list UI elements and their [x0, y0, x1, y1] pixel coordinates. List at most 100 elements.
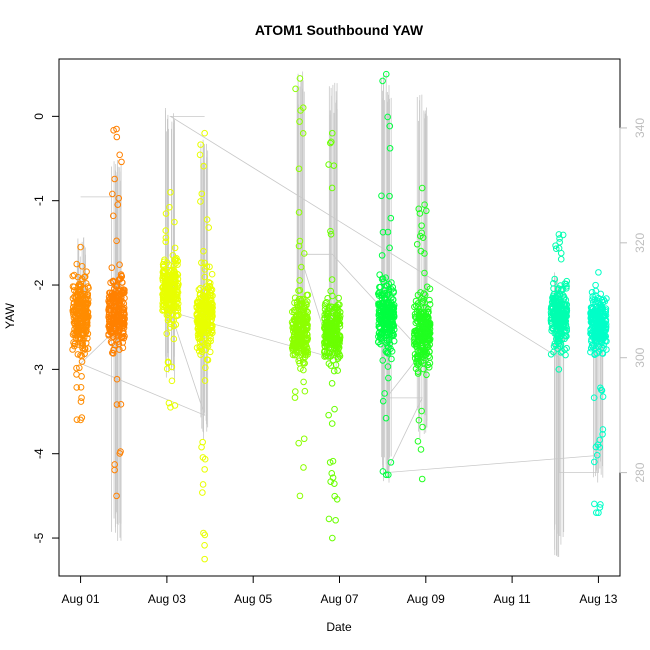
yaw-point	[426, 341, 434, 348]
yaw-outlier-point	[379, 77, 386, 85]
yaw-point	[390, 331, 397, 339]
yaw-point	[208, 326, 216, 334]
yaw-point	[204, 293, 212, 301]
yaw-outlier-point	[387, 459, 395, 466]
yaw-point	[120, 304, 128, 312]
yaw-extreme-point	[418, 475, 426, 483]
yaw-outlier-point	[384, 363, 392, 370]
yaw-point	[118, 289, 125, 297]
yaw-outlier-point	[116, 151, 123, 159]
yaw-outlier-point	[113, 133, 121, 141]
yaw-point	[291, 294, 299, 302]
yaw-outlier-point	[386, 192, 393, 200]
yaw-point	[69, 283, 77, 290]
yaw-point	[204, 326, 211, 334]
yaw-point	[121, 294, 128, 302]
yaw-outlier-point	[295, 357, 302, 365]
yaw-outlier-point	[296, 286, 304, 294]
x-tick-label: Aug 11	[494, 592, 531, 606]
yaw-outlier-point	[203, 216, 211, 223]
yaw-outlier-point	[423, 207, 430, 215]
yaw-point	[300, 378, 307, 386]
yaw-outlier-point	[386, 322, 393, 330]
yaw-outlier-point	[328, 470, 336, 477]
yaw-point	[70, 287, 78, 294]
yaw-outlier-point	[294, 320, 302, 328]
yaw-outlier-point	[556, 296, 563, 304]
yaw-outlier-point	[296, 237, 304, 245]
yaw-outlier-point	[558, 311, 565, 319]
yaw-point	[113, 281, 120, 289]
yaw-point	[206, 310, 214, 317]
yaw-point	[70, 299, 78, 306]
yaw-outlier-point	[300, 435, 308, 443]
yaw-point	[588, 288, 596, 296]
yaw-point	[559, 321, 567, 328]
yaw-point	[195, 347, 203, 355]
yaw-outlier-point	[590, 458, 598, 466]
yaw-outlier-point	[560, 292, 567, 299]
yaw-outlier-point	[385, 374, 392, 382]
yaw-outlier-point	[420, 365, 427, 373]
yaw-outlier-point	[292, 85, 299, 93]
yaw-point	[290, 331, 298, 338]
yaw-point	[201, 273, 209, 281]
yaw-point	[115, 338, 122, 345]
yaw-point	[602, 324, 609, 332]
yaw-point	[589, 296, 596, 303]
yaw-outlier-point	[416, 210, 424, 217]
yaw-outlier-point	[596, 436, 604, 444]
yaw-point	[163, 311, 171, 319]
yaw-outlier-point	[382, 414, 390, 422]
yaw-outlier-point	[109, 190, 116, 198]
yaw-outlier-point	[170, 335, 178, 343]
yaw-point	[595, 343, 602, 351]
yaw-outlier-point	[384, 342, 391, 350]
yaw-outlier-point	[332, 516, 339, 524]
yaw-outlier-point	[385, 471, 392, 479]
yaw-outlier-point	[414, 368, 422, 375]
yaw-point	[389, 283, 397, 291]
yaw-extreme-point	[382, 471, 390, 479]
yaw-point	[411, 303, 418, 311]
yaw-point	[84, 292, 91, 299]
yaw-point	[375, 301, 383, 308]
yaw-outlier-point	[598, 387, 606, 394]
yaw-point	[206, 279, 214, 287]
yaw-outlier-point	[199, 481, 207, 488]
yaw-point	[291, 299, 298, 307]
yaw-point	[423, 349, 431, 357]
yaw-outlier-point	[200, 162, 207, 170]
yaw-outlier-point	[172, 271, 179, 279]
y2-tick-label: 320	[633, 232, 647, 252]
yaw-outlier-point	[414, 357, 422, 365]
yaw-outlier-point	[110, 333, 117, 341]
yaw-outlier-point	[299, 130, 307, 137]
yaw-outlier-point	[593, 451, 601, 459]
yaw-outlier-point	[73, 384, 81, 391]
yaw-point	[413, 340, 421, 348]
yaw-outlier-point	[300, 250, 308, 257]
yaw-point	[175, 311, 182, 319]
yaw-point	[390, 337, 398, 345]
yaw-outlier-point	[164, 358, 172, 366]
yaw-point	[410, 335, 418, 342]
y-tick-label: -1	[32, 195, 46, 206]
yaw-outlier-point	[417, 232, 424, 240]
yaw-outlier-point	[599, 393, 607, 400]
yaw-point	[418, 299, 426, 306]
yaw-point	[193, 298, 201, 306]
yaw-outlier-point	[111, 175, 118, 183]
yaw-outlier-point	[78, 262, 86, 270]
yaw-outlier-point	[201, 455, 209, 463]
yaw-outlier-point	[78, 394, 85, 402]
y-tick-label: -3	[32, 364, 46, 375]
yaw-outlier-point	[591, 296, 599, 303]
yaw-point	[387, 302, 395, 309]
x-tick-label: Aug 09	[407, 592, 445, 606]
yaw-outlier-point	[114, 201, 122, 208]
yaw-outlier-point	[162, 210, 170, 217]
yaw-outlier-point	[162, 238, 170, 246]
yaw-outlier-point	[423, 331, 430, 339]
yaw-outlier-point	[419, 349, 427, 356]
